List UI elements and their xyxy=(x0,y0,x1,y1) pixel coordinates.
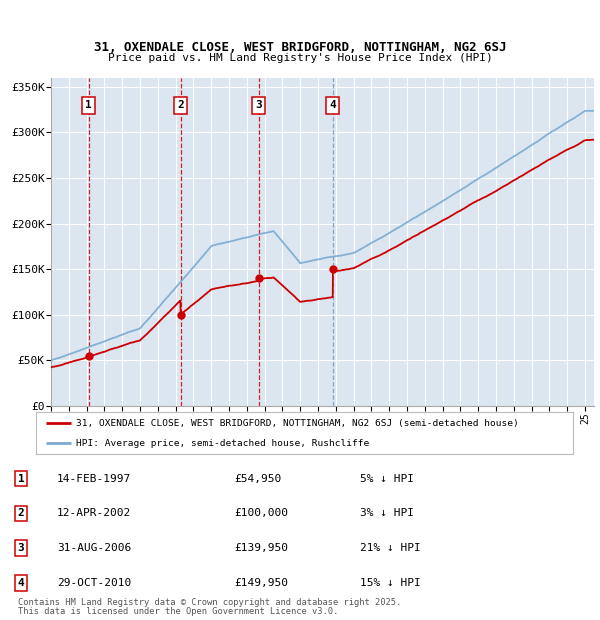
Text: 1: 1 xyxy=(17,474,25,484)
Text: 3: 3 xyxy=(17,543,25,553)
Text: 4: 4 xyxy=(329,100,336,110)
Text: 31, OXENDALE CLOSE, WEST BRIDGFORD, NOTTINGHAM, NG2 6SJ: 31, OXENDALE CLOSE, WEST BRIDGFORD, NOTT… xyxy=(94,41,506,53)
Text: 1: 1 xyxy=(85,100,92,110)
Text: 31-AUG-2006: 31-AUG-2006 xyxy=(57,543,131,553)
Text: 29-OCT-2010: 29-OCT-2010 xyxy=(57,578,131,588)
Text: £100,000: £100,000 xyxy=(234,508,288,518)
Text: £54,950: £54,950 xyxy=(234,474,281,484)
Text: 12-APR-2002: 12-APR-2002 xyxy=(57,508,131,518)
Text: 31, OXENDALE CLOSE, WEST BRIDGFORD, NOTTINGHAM, NG2 6SJ (semi-detached house): 31, OXENDALE CLOSE, WEST BRIDGFORD, NOTT… xyxy=(76,419,519,428)
Text: 4: 4 xyxy=(17,578,25,588)
Text: 2: 2 xyxy=(17,508,25,518)
Text: 2: 2 xyxy=(177,100,184,110)
Text: 21% ↓ HPI: 21% ↓ HPI xyxy=(360,543,421,553)
Text: Contains HM Land Registry data © Crown copyright and database right 2025.: Contains HM Land Registry data © Crown c… xyxy=(18,598,401,607)
Text: 14-FEB-1997: 14-FEB-1997 xyxy=(57,474,131,484)
Text: Price paid vs. HM Land Registry's House Price Index (HPI): Price paid vs. HM Land Registry's House … xyxy=(107,53,493,63)
Text: £139,950: £139,950 xyxy=(234,543,288,553)
Text: 5% ↓ HPI: 5% ↓ HPI xyxy=(360,474,414,484)
Text: 3% ↓ HPI: 3% ↓ HPI xyxy=(360,508,414,518)
Text: This data is licensed under the Open Government Licence v3.0.: This data is licensed under the Open Gov… xyxy=(18,608,338,616)
Text: 3: 3 xyxy=(255,100,262,110)
Text: £149,950: £149,950 xyxy=(234,578,288,588)
Text: HPI: Average price, semi-detached house, Rushcliffe: HPI: Average price, semi-detached house,… xyxy=(76,439,370,448)
Text: 15% ↓ HPI: 15% ↓ HPI xyxy=(360,578,421,588)
